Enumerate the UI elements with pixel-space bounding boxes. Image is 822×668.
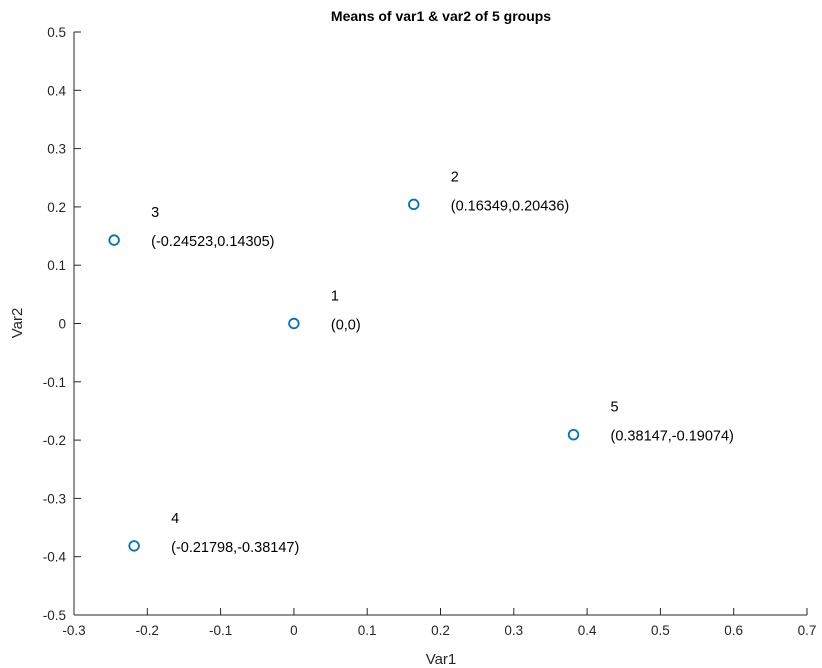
data-point xyxy=(128,540,140,552)
point-coord-label: (-0.21798,-0.38147) xyxy=(171,540,299,556)
data-point xyxy=(108,234,120,246)
x-tick-label: -0.2 xyxy=(136,623,159,638)
y-tick-label: 0.1 xyxy=(47,258,66,273)
point-annotations: 1 (0,0) 2 (0.16349,0.20436) 3 (-0.24523,0.143… xyxy=(151,169,734,556)
data-point xyxy=(567,429,580,441)
point-coord-label: (-0.24523,0.14305) xyxy=(151,234,274,250)
x-tick-label: 0.6 xyxy=(724,623,743,638)
x-tick-label: 0.1 xyxy=(358,623,377,638)
axes xyxy=(73,31,808,616)
y-tick-label: 0 xyxy=(58,317,66,332)
y-tick-label: 0.2 xyxy=(47,200,66,215)
data-point xyxy=(288,317,300,330)
x-tick-label: 0.4 xyxy=(578,623,597,638)
point-id-label: 4 xyxy=(171,511,179,527)
y-tick-label: -0.4 xyxy=(43,550,67,565)
point-id-label: 5 xyxy=(611,400,619,416)
x-tick-label: 0.7 xyxy=(798,623,817,638)
tick-labels: -0.3 -0.2 -0.1 0 0.1 0.2 0.3 0.4 0.5 0.6 0.7-0.5-0… xyxy=(43,25,817,638)
x-tick-label: 0 xyxy=(290,623,298,638)
data-points xyxy=(108,198,580,552)
x-tick-label: 0.3 xyxy=(504,623,523,638)
y-axis-label: Var2 xyxy=(9,308,26,339)
x-tick-label: -0.3 xyxy=(62,623,85,638)
point-coord-label: (0.16349,0.20436) xyxy=(451,198,570,214)
y-tick-label: -0.2 xyxy=(43,433,66,448)
y-tick-label: 0.4 xyxy=(47,83,66,98)
x-tick-label: 0.2 xyxy=(431,623,450,638)
x-tick-label: 0.5 xyxy=(651,623,670,638)
point-coord-label: (0.38147,-0.19074) xyxy=(611,429,734,445)
data-point xyxy=(408,198,420,211)
chart-title: Means of var1 & var2 of 5 groups xyxy=(331,8,551,24)
y-tick-label: -0.5 xyxy=(43,608,66,623)
x-tick-label: -0.1 xyxy=(209,623,232,638)
y-tick-label: -0.1 xyxy=(43,375,66,390)
y-tick-label: -0.3 xyxy=(43,491,66,506)
y-tick-label: 0.3 xyxy=(47,142,66,157)
y-tick-label: 0.5 xyxy=(47,25,66,40)
point-coord-label: (0,0) xyxy=(331,318,361,334)
point-id-label: 2 xyxy=(451,169,459,185)
x-axis-label: Var1 xyxy=(426,651,457,668)
point-id-label: 1 xyxy=(331,289,339,305)
point-id-label: 3 xyxy=(151,205,159,221)
